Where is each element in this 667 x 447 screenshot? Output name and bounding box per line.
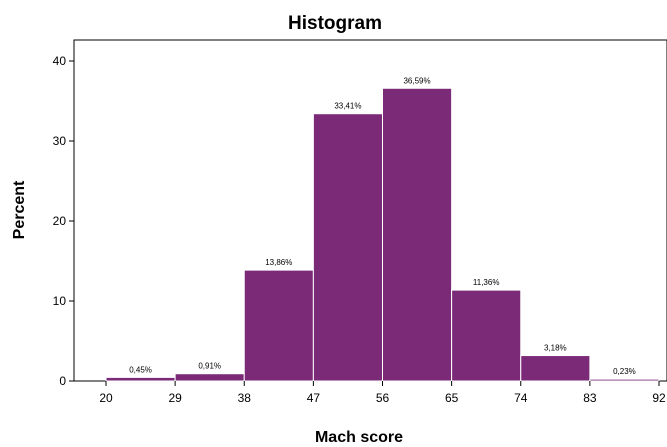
- histogram-bar: [520, 355, 591, 382]
- y-tick-label: 0: [59, 374, 66, 388]
- bar-value-label: 0,91%: [198, 362, 221, 371]
- x-tick-label: 65: [445, 391, 459, 405]
- x-tick-label: 20: [99, 391, 113, 405]
- y-tick-label: 10: [53, 294, 67, 308]
- histogram-bar: [312, 113, 383, 382]
- y-axis: 0 10 20 30 40: [53, 54, 74, 388]
- bar-value-label: 33,41%: [334, 102, 361, 111]
- histogram-bar: [589, 378, 660, 382]
- bar-value-label: 13,86%: [265, 258, 292, 267]
- y-axis-title: Percent: [11, 180, 28, 239]
- x-tick-label: 38: [238, 391, 252, 405]
- x-tick-label: 92: [652, 391, 666, 405]
- x-tick-label: 47: [307, 391, 321, 405]
- histogram-bar: [382, 87, 453, 382]
- bar-value-labels: 0,45% 0,91% 13,86% 33,41% 36,59% 11,36% 3,18% 0…: [129, 76, 636, 376]
- x-tick-label: 74: [514, 391, 528, 405]
- bar-value-label: 3,18%: [544, 344, 567, 353]
- histogram-bar: [451, 289, 522, 382]
- bar-value-label: 36,59%: [403, 76, 430, 85]
- x-axis-title: Mach score: [315, 429, 403, 446]
- y-tick-label: 20: [53, 214, 67, 228]
- histogram-bar: [105, 376, 176, 382]
- histogram-bar: [243, 269, 314, 382]
- bars: [105, 87, 660, 382]
- bar-value-label: 0,45%: [129, 365, 152, 374]
- bar-value-label: 0,23%: [613, 367, 636, 376]
- x-tick-label: 56: [376, 391, 390, 405]
- bar-value-label: 11,36%: [473, 278, 500, 287]
- y-tick-label: 40: [53, 54, 67, 68]
- x-tick-label: 29: [168, 391, 182, 405]
- chart-title: Histogram: [288, 13, 382, 34]
- x-tick-label: 83: [583, 391, 597, 405]
- y-tick-label: 30: [53, 134, 67, 148]
- x-axis: 20 29 38 47 56 65 74 83 92: [99, 381, 666, 405]
- histogram-bar: [174, 373, 245, 382]
